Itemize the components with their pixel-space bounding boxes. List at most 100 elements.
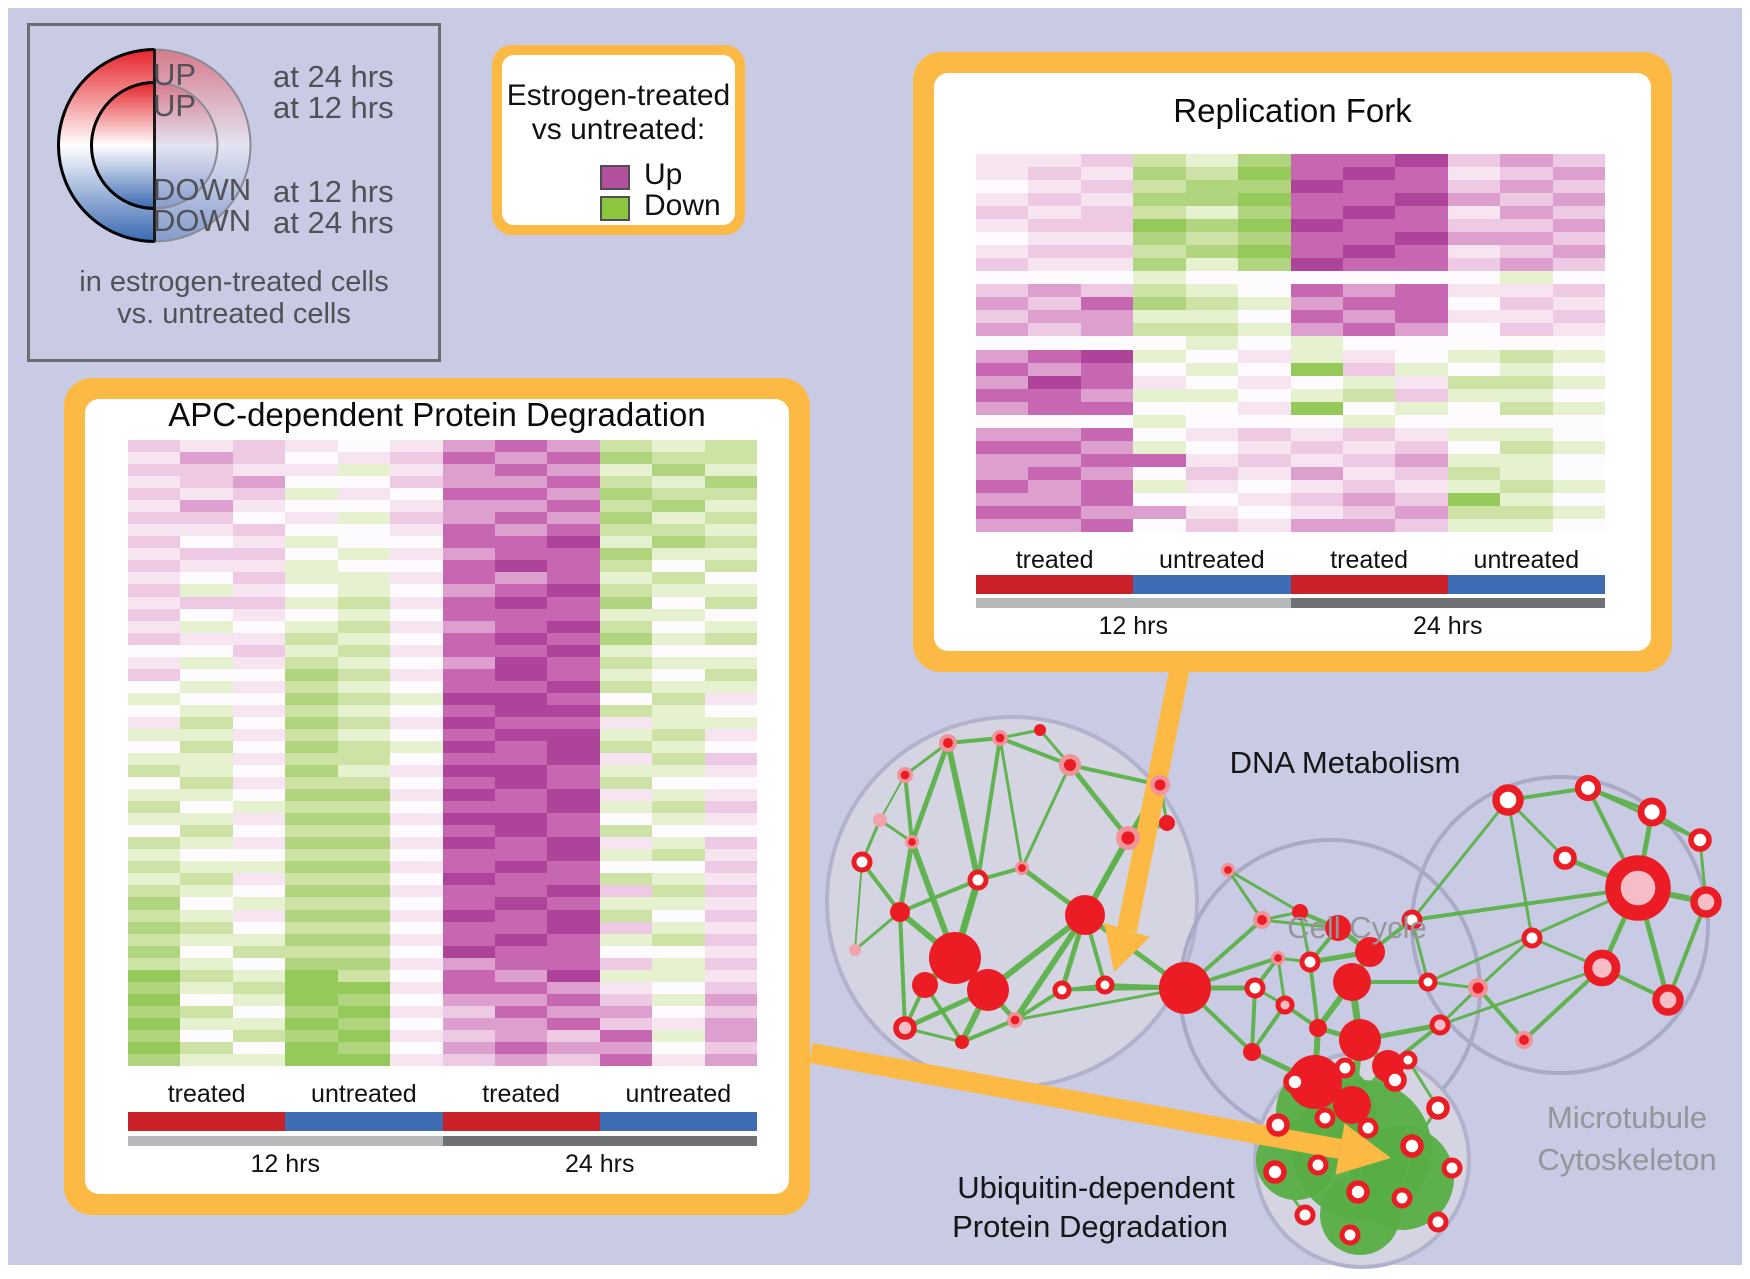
heatmap-cell <box>704 777 757 790</box>
heatmap-cell <box>1185 232 1239 246</box>
heatmap-cell <box>494 608 548 621</box>
heatmap-cell <box>442 849 495 862</box>
heatmap-cell <box>1028 297 1081 311</box>
heatmap-cell <box>232 668 286 681</box>
heatmap-cell <box>1500 427 1553 441</box>
heatmap-cell <box>128 476 181 489</box>
heatmap-cell <box>128 873 181 886</box>
heatmap-cell <box>547 704 600 717</box>
heatmap-cell <box>442 656 495 669</box>
heatmap-cell <box>1500 245 1553 259</box>
heatmap-cell <box>599 608 653 621</box>
heatmap-cell <box>337 909 391 922</box>
heatmap-cell <box>128 488 181 501</box>
heatmap-cell <box>442 560 495 573</box>
heatmap-cell <box>1080 453 1134 467</box>
heatmap-cell <box>1447 440 1501 454</box>
heatmap-cell <box>285 500 338 513</box>
heatmap-cell <box>1080 518 1134 532</box>
heatmap-cell <box>652 933 705 946</box>
heatmap-cell <box>180 993 233 1006</box>
heatmap-cell <box>128 536 181 549</box>
heatmap-cell <box>390 716 443 729</box>
heatmap-cell <box>285 740 338 753</box>
heatmap-cell <box>1290 271 1343 285</box>
heatmap-cell <box>1080 180 1134 194</box>
heatmap-cell <box>128 512 181 525</box>
heatmap-cell <box>1028 336 1081 350</box>
heatmap-cell <box>599 512 653 525</box>
heatmap-cell <box>337 957 391 970</box>
heatmap-cell <box>547 777 600 790</box>
heatmap-cell <box>494 993 548 1006</box>
heatmap-cell <box>494 476 548 489</box>
heatmap-cell <box>599 1053 653 1066</box>
heatmap-cell <box>1028 401 1081 415</box>
heatmap-cell <box>337 885 391 898</box>
heatmap-cell <box>1500 310 1553 324</box>
heatmap-cell <box>1080 479 1134 493</box>
heatmap-cell <box>652 620 705 633</box>
heatmap-cell <box>232 452 286 465</box>
heatmap-cell <box>704 512 757 525</box>
heatmap-cell <box>547 897 600 910</box>
heatmap-cell <box>1290 505 1343 519</box>
heatmap-cell <box>1133 440 1186 454</box>
heatmap-cell <box>337 608 391 621</box>
heatmap-cell <box>1342 414 1396 428</box>
heatmap-cell <box>704 656 757 669</box>
heatmap-cell <box>128 837 181 850</box>
heatmap-cell <box>180 476 233 489</box>
heatmap-cell <box>599 440 653 453</box>
heatmap-cell <box>599 500 653 513</box>
apc-panel-title: APC-dependent Protein Degradation <box>168 396 706 433</box>
heatmap-cell <box>652 716 705 729</box>
heatmap-cell <box>599 921 653 934</box>
heatmap-cell <box>232 680 286 693</box>
heatmap-cell <box>1185 479 1239 493</box>
heatmap-cell <box>390 560 443 573</box>
heatmap-cell <box>1395 349 1448 363</box>
heatmap-cell <box>285 632 338 645</box>
heatmap-cell <box>390 825 443 838</box>
heatmap-cell <box>442 837 495 850</box>
heatmap-cell <box>1185 219 1239 233</box>
heatmap-cell <box>1500 258 1553 272</box>
heatmap-cell <box>1395 219 1448 233</box>
faded-half-overlay <box>154 44 256 247</box>
heatmap-cell <box>1552 401 1605 415</box>
heatmap-cell <box>494 488 548 501</box>
heatmap-cell <box>652 981 705 994</box>
heatmap-cell <box>442 921 495 934</box>
heatmap-cell <box>390 704 443 717</box>
heatmap-cell <box>704 560 757 573</box>
heatmap-cell <box>1447 401 1501 415</box>
heatmap-cell <box>232 849 286 862</box>
heatmap-cell <box>599 789 653 802</box>
heatmap-cell <box>285 957 338 970</box>
heatmap-cell <box>337 1005 391 1018</box>
heatmap-cell <box>390 536 443 549</box>
time-label: 12 hrs <box>250 1150 320 1178</box>
heatmap-cell <box>1290 414 1343 428</box>
heatmap-cell <box>1133 323 1186 337</box>
heatmap-cell <box>599 1005 653 1018</box>
heatmap-cell <box>180 584 233 597</box>
heatmap-cell <box>128 981 181 994</box>
heatmap-cell <box>1238 258 1291 272</box>
heatmap-cell <box>128 596 181 609</box>
heatmap-cell <box>1342 492 1396 506</box>
heatmap-cell <box>232 1029 286 1042</box>
heatmap-cell <box>1395 180 1448 194</box>
heatmap-cell <box>285 668 338 681</box>
heatmap-cell <box>442 933 495 946</box>
heatmap-cell <box>494 656 548 669</box>
heatmap-cell <box>1447 362 1501 376</box>
heatmap-cell <box>704 476 757 489</box>
heatmap-cell <box>1185 206 1239 220</box>
heatmap-cell <box>494 620 548 633</box>
heatmap-cell <box>704 801 757 814</box>
heatmap-cell <box>337 656 391 669</box>
heatmap-cell <box>1290 297 1343 311</box>
